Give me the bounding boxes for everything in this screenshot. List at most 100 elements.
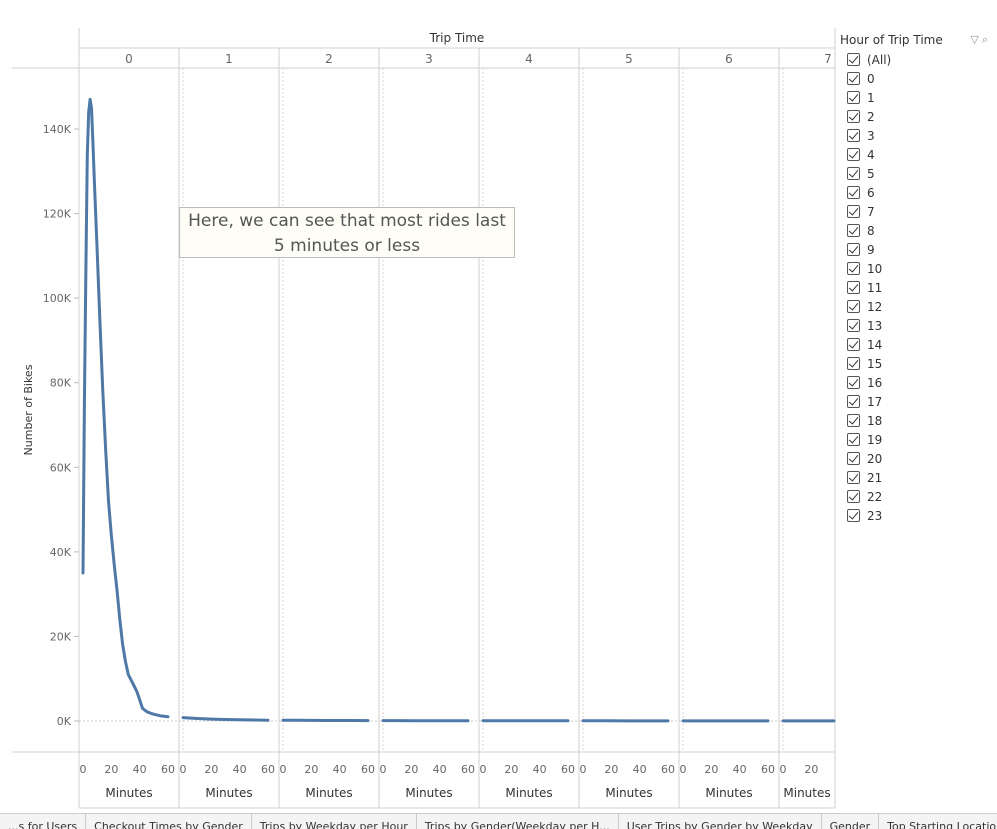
- checkbox-checked-icon[interactable]: [847, 53, 860, 66]
- filter-item[interactable]: 8: [840, 221, 997, 240]
- x-tick-label: 0: [780, 763, 787, 776]
- checkbox-checked-icon[interactable]: [847, 186, 860, 199]
- filter-item-label: 9: [867, 243, 875, 257]
- x-tick-label: 40: [133, 763, 147, 776]
- x-axis-label: Minutes: [305, 786, 352, 800]
- filter-item[interactable]: 6: [840, 183, 997, 202]
- x-tick-label: 0: [480, 763, 487, 776]
- y-tick-label: 80K: [50, 377, 72, 390]
- panel-header-label: 1: [225, 52, 233, 66]
- sheet-tab[interactable]: User Trips by Gender by Weekday: [619, 814, 822, 829]
- filter-item[interactable]: 7: [840, 202, 997, 221]
- filter-item[interactable]: 4: [840, 145, 997, 164]
- filter-item[interactable]: 20: [840, 449, 997, 468]
- checkbox-checked-icon[interactable]: [847, 509, 860, 522]
- checkbox-checked-icon[interactable]: [847, 471, 860, 484]
- x-tick-label: 20: [204, 763, 218, 776]
- y-tick-label: 120K: [43, 208, 72, 221]
- filter-item[interactable]: 5: [840, 164, 997, 183]
- x-tick-label: 60: [561, 763, 575, 776]
- filter-item[interactable]: 3: [840, 126, 997, 145]
- sheet-tab[interactable]: ...s for Users: [0, 814, 86, 829]
- filter-item[interactable]: 9: [840, 240, 997, 259]
- checkbox-checked-icon[interactable]: [847, 243, 860, 256]
- checkbox-checked-icon[interactable]: [847, 452, 860, 465]
- x-tick-label: 40: [733, 763, 747, 776]
- checkbox-checked-icon[interactable]: [847, 357, 860, 370]
- filter-item[interactable]: 1: [840, 88, 997, 107]
- checkbox-checked-icon[interactable]: [847, 395, 860, 408]
- filter-item[interactable]: 12: [840, 297, 997, 316]
- filter-item[interactable]: 17: [840, 392, 997, 411]
- y-tick-label: 60K: [50, 461, 72, 474]
- checkbox-checked-icon[interactable]: [847, 167, 860, 180]
- panel-header-label: 4: [525, 52, 533, 66]
- checkbox-checked-icon[interactable]: [847, 148, 860, 161]
- filter-item-label: 13: [867, 319, 882, 333]
- filter-item[interactable]: 21: [840, 468, 997, 487]
- checkbox-checked-icon[interactable]: [847, 338, 860, 351]
- checkbox-checked-icon[interactable]: [847, 414, 860, 427]
- filter-item-label: 12: [867, 300, 882, 314]
- x-axis-label: Minutes: [105, 786, 152, 800]
- checkbox-checked-icon[interactable]: [847, 262, 860, 275]
- checkbox-checked-icon[interactable]: [847, 376, 860, 389]
- filter-item-label: 3: [867, 129, 875, 143]
- sheet-tab[interactable]: Checkout Times by Gender: [86, 814, 252, 829]
- checkbox-checked-icon[interactable]: [847, 224, 860, 237]
- checkbox-checked-icon[interactable]: [847, 129, 860, 142]
- filter-item[interactable]: 14: [840, 335, 997, 354]
- sheet-tab[interactable]: Gender: [822, 814, 880, 829]
- filter-item-label: 10: [867, 262, 882, 276]
- y-tick-label: 140K: [43, 123, 72, 136]
- filter-item[interactable]: 15: [840, 354, 997, 373]
- checkbox-checked-icon[interactable]: [847, 205, 860, 218]
- checkbox-checked-icon[interactable]: [847, 490, 860, 503]
- x-tick-label: 0: [380, 763, 387, 776]
- filter-item[interactable]: 2: [840, 107, 997, 126]
- filter-item-label: 22: [867, 490, 882, 504]
- filter-funnel-icon[interactable]: ▽: [970, 33, 981, 46]
- series-line-panel-0: [83, 99, 168, 716]
- sheet-tab[interactable]: Top Starting Locations: [879, 814, 997, 829]
- checkbox-checked-icon[interactable]: [847, 300, 860, 313]
- checkbox-checked-icon[interactable]: [847, 91, 860, 104]
- y-tick-label: 100K: [43, 292, 72, 305]
- search-icon[interactable]: ⌕: [982, 33, 991, 46]
- checkbox-checked-icon[interactable]: [847, 319, 860, 332]
- filter-item[interactable]: (All): [840, 50, 997, 69]
- panel-header-label: 5: [625, 52, 633, 66]
- filter-item[interactable]: 23: [840, 506, 997, 525]
- filter-item[interactable]: 10: [840, 259, 997, 278]
- filter-item-label: 6: [867, 186, 875, 200]
- filter-item[interactable]: 19: [840, 430, 997, 449]
- filter-item[interactable]: 16: [840, 373, 997, 392]
- sheet-tab[interactable]: Trips by Weekday per Hour: [252, 814, 417, 829]
- checkbox-checked-icon[interactable]: [847, 433, 860, 446]
- x-axis-label: Minutes: [205, 786, 252, 800]
- x-tick-label: 60: [261, 763, 275, 776]
- checkbox-checked-icon[interactable]: [847, 72, 860, 85]
- filter-item[interactable]: 18: [840, 411, 997, 430]
- filter-title-text: Hour of Trip Time: [840, 33, 943, 47]
- filter-item[interactable]: 0: [840, 69, 997, 88]
- sheet-tab[interactable]: Trips by Gender(Weekday per H...: [417, 814, 619, 829]
- panel-header-label: 2: [325, 52, 333, 66]
- x-tick-label: 0: [180, 763, 187, 776]
- filter-item[interactable]: 13: [840, 316, 997, 335]
- checkbox-checked-icon[interactable]: [847, 110, 860, 123]
- chart-title: Trip Time: [429, 31, 485, 45]
- x-tick-label: 60: [661, 763, 675, 776]
- filter-item-label: (All): [867, 53, 891, 67]
- x-tick-label: 20: [304, 763, 318, 776]
- checkbox-checked-icon[interactable]: [847, 281, 860, 294]
- filter-item-label: 2: [867, 110, 875, 124]
- panel-header-label: 6: [725, 52, 733, 66]
- filter-item-label: 5: [867, 167, 875, 181]
- x-tick-label: 40: [333, 763, 347, 776]
- filter-item[interactable]: 11: [840, 278, 997, 297]
- x-tick-label: 0: [580, 763, 587, 776]
- series-line-panel-1: [183, 718, 268, 721]
- filter-item[interactable]: 22: [840, 487, 997, 506]
